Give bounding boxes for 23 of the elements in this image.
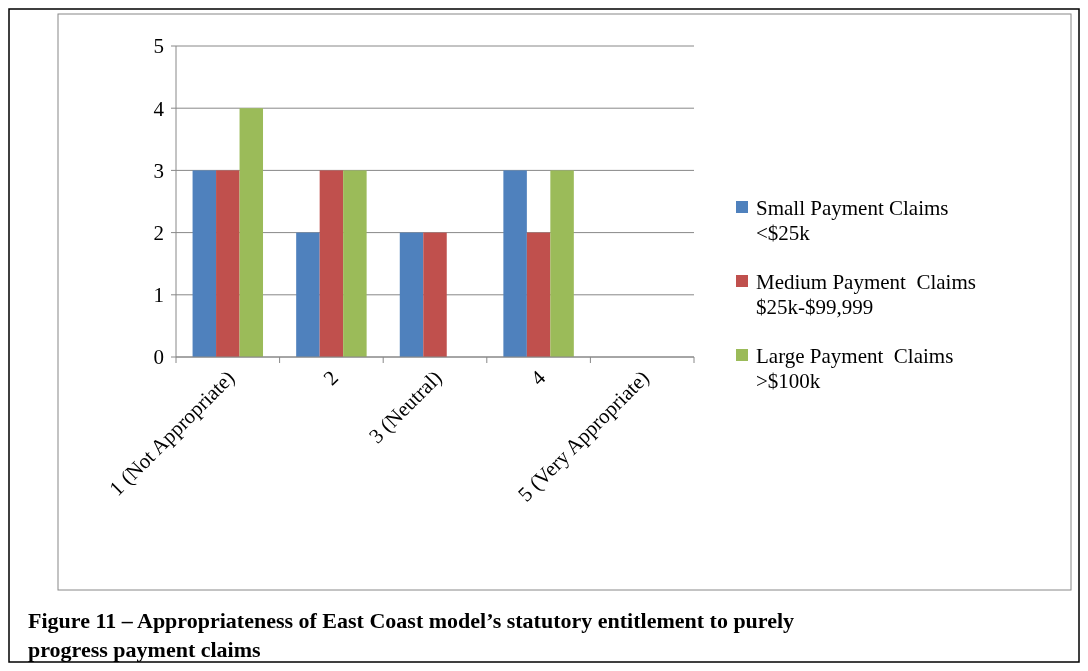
y-tick-label: 5 xyxy=(153,34,164,59)
bar xyxy=(319,170,344,357)
legend-label: Medium Payment Claims $25k-$99,999 xyxy=(756,270,976,320)
bar xyxy=(216,170,240,357)
bar xyxy=(192,170,217,357)
y-tick-label: 1 xyxy=(153,283,164,308)
bar xyxy=(550,170,574,357)
y-tick-label: 2 xyxy=(153,220,164,245)
bar xyxy=(343,170,367,357)
y-tick-label: 3 xyxy=(153,158,164,183)
text: Figure 11 – Appropriateness of East Coast model’s statutory entitlement to purely progress payment claims xyxy=(28,608,795,662)
x-tick-label: 4 xyxy=(525,365,551,390)
legend-label: Small Payment Claims <$25k xyxy=(756,196,949,246)
bar xyxy=(239,108,264,357)
bar xyxy=(399,232,424,357)
legend-label: Large Payment Claims >$100k xyxy=(756,344,954,394)
bar xyxy=(296,232,320,357)
y-tick-label: 4 xyxy=(153,96,165,121)
y-tick-label: 0 xyxy=(153,345,164,370)
x-tick-label: 2 xyxy=(318,365,343,390)
bar xyxy=(503,170,527,357)
bar xyxy=(526,232,551,357)
bar xyxy=(423,232,447,357)
